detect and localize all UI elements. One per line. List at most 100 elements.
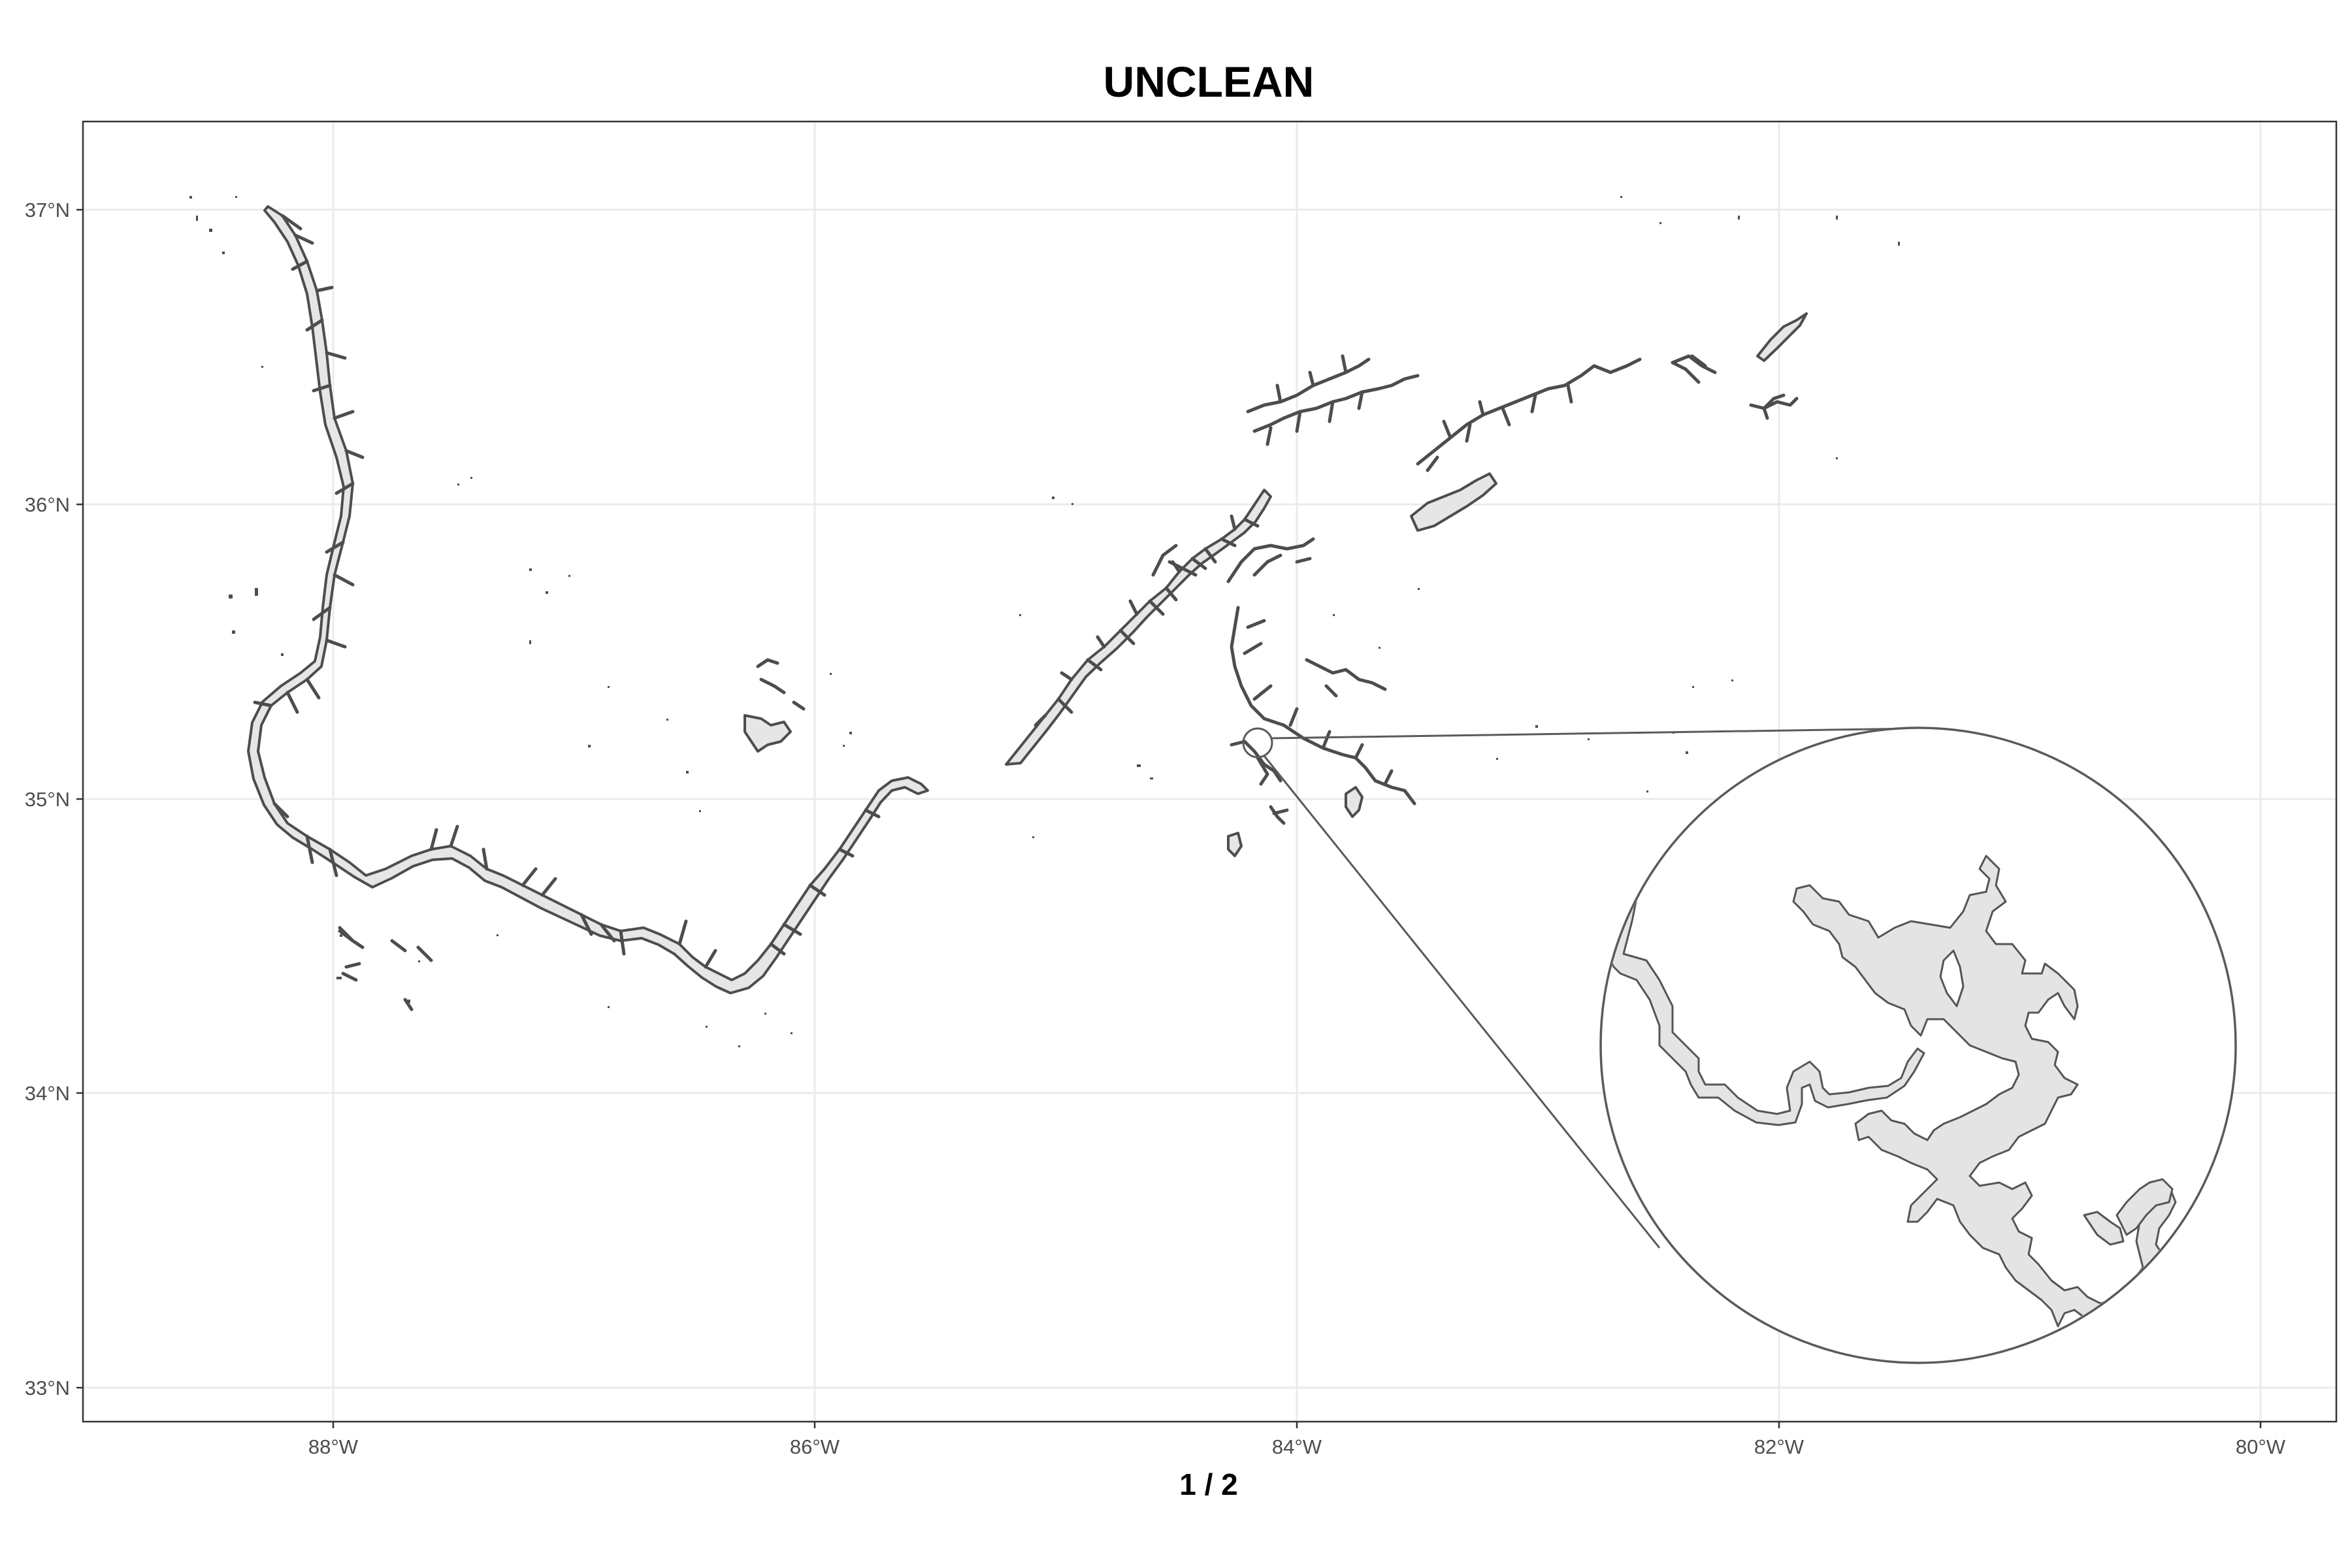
- tennessee-river-east-bays: [1034, 514, 1260, 727]
- pond-12: [336, 977, 342, 979]
- pond-41: [1535, 725, 1538, 728]
- pond-7: [229, 595, 233, 598]
- pond-33: [1150, 777, 1153, 779]
- pond-20: [588, 745, 591, 747]
- pond-56: [1692, 686, 1694, 688]
- pond-6: [261, 366, 263, 368]
- x-tick-label: 82°W: [1754, 1435, 1805, 1458]
- pond-53: [608, 1006, 610, 1008]
- pond-10: [281, 653, 284, 656]
- cherokee-lake: [1416, 364, 1596, 472]
- x-tick-label: 80°W: [2236, 1435, 2286, 1458]
- norris-lake: [1246, 354, 1420, 446]
- watauga-bits: [1671, 354, 1707, 384]
- pond-51: [706, 1026, 708, 1028]
- norris-area: [1226, 537, 1315, 583]
- x-axis: 88°W 86°W 84°W 82°W 80°W: [308, 1422, 2286, 1458]
- inset-lower-branch: [2083, 1211, 2125, 1246]
- pond-34: [1620, 196, 1622, 198]
- pond-32: [1137, 764, 1141, 767]
- pond-14: [457, 483, 459, 485]
- pond-48: [1418, 588, 1420, 590]
- panel-border: [82, 120, 2338, 1423]
- zoom-inset-circle: [1599, 727, 2237, 1364]
- blue-ridge-lake: [1269, 805, 1289, 825]
- x-tick-label: 88°W: [308, 1435, 359, 1458]
- pond-46: [1333, 614, 1335, 616]
- guntersville-blob: [743, 714, 792, 753]
- douglas-lake: [1410, 472, 1497, 532]
- pond-35: [1659, 222, 1661, 224]
- pond-22: [666, 719, 668, 721]
- pond-16: [529, 568, 532, 571]
- pond-49: [764, 1013, 766, 1015]
- nottely-lake: [1227, 832, 1243, 857]
- pond-21: [608, 686, 610, 688]
- y-tick-label: 36°N: [25, 493, 70, 516]
- pond-45: [1496, 758, 1498, 760]
- holston-river: [1592, 354, 1786, 410]
- watts-bar-lake: [1230, 606, 1416, 806]
- pond-44: [1646, 791, 1648, 792]
- pond-42: [1588, 738, 1590, 740]
- pond-28: [1052, 497, 1054, 499]
- zoom-inset-water: [1606, 855, 2177, 1328]
- south-holston-lake: [1756, 312, 1808, 362]
- pond-47: [1379, 647, 1380, 649]
- pond-8: [255, 588, 258, 596]
- pond-50: [791, 1032, 792, 1034]
- page-indicator: 1 / 2: [1179, 1467, 1238, 1501]
- pickwick-bits: [338, 926, 433, 962]
- kentucky-lake-bays: [253, 214, 881, 969]
- pond-18: [529, 640, 531, 644]
- pond-43: [1686, 751, 1688, 754]
- pond-38: [1898, 242, 1900, 246]
- pond-15: [470, 477, 472, 479]
- bear-creek-lakes: [338, 929, 414, 1011]
- y-tick-label: 33°N: [25, 1377, 70, 1399]
- pond-19: [568, 575, 570, 577]
- inset-right-arm: [2115, 1178, 2174, 1236]
- pond-27: [830, 673, 832, 675]
- zoom-source-circle: [1242, 727, 1273, 759]
- pond-30: [1019, 614, 1021, 616]
- pond-25: [849, 732, 852, 734]
- fontana-lake: [1305, 658, 1387, 698]
- small-ponds: [189, 196, 1939, 1047]
- chatuge-lake: [1345, 786, 1364, 818]
- pond-57: [1731, 679, 1733, 681]
- pond-31: [1032, 836, 1034, 838]
- x-tick-label: 86°W: [790, 1435, 840, 1458]
- tennessee-river-east: [1005, 489, 1272, 766]
- water-bodies: [247, 205, 1808, 1011]
- pond-52: [738, 1045, 740, 1047]
- pond-9: [232, 630, 235, 634]
- map-title: UNCLEAN: [1103, 57, 1315, 106]
- plot-panel: [82, 120, 2338, 1423]
- pond-4: [222, 252, 225, 254]
- zoom-inset: [1599, 727, 2237, 1364]
- y-axis: 37°N 36°N 35°N 34°N 33°N: [25, 199, 83, 1399]
- y-tick-label: 34°N: [25, 1082, 70, 1105]
- x-tick-label: 84°W: [1272, 1435, 1322, 1458]
- pond-17: [546, 591, 548, 594]
- inset-river: [1606, 897, 1925, 1126]
- pond-26: [843, 745, 845, 747]
- pond-39: [1836, 457, 1838, 459]
- zoom-callout-top: [1270, 727, 1919, 740]
- y-tick-label: 37°N: [25, 199, 70, 221]
- inset-island: [1939, 949, 1965, 1007]
- pond-11: [340, 934, 342, 937]
- pond-2: [196, 216, 198, 221]
- pond-37: [1836, 216, 1838, 220]
- pond-54: [497, 934, 498, 936]
- pond-55: [418, 960, 420, 962]
- pond-5: [235, 196, 237, 198]
- pond-24: [699, 810, 701, 812]
- hiwassee-river: [1230, 740, 1282, 786]
- kentucky-lake: [247, 205, 929, 994]
- zoom-callout-bottom: [1263, 755, 1661, 1249]
- y-tick-label: 35°N: [25, 788, 70, 811]
- pond-23: [686, 771, 689, 774]
